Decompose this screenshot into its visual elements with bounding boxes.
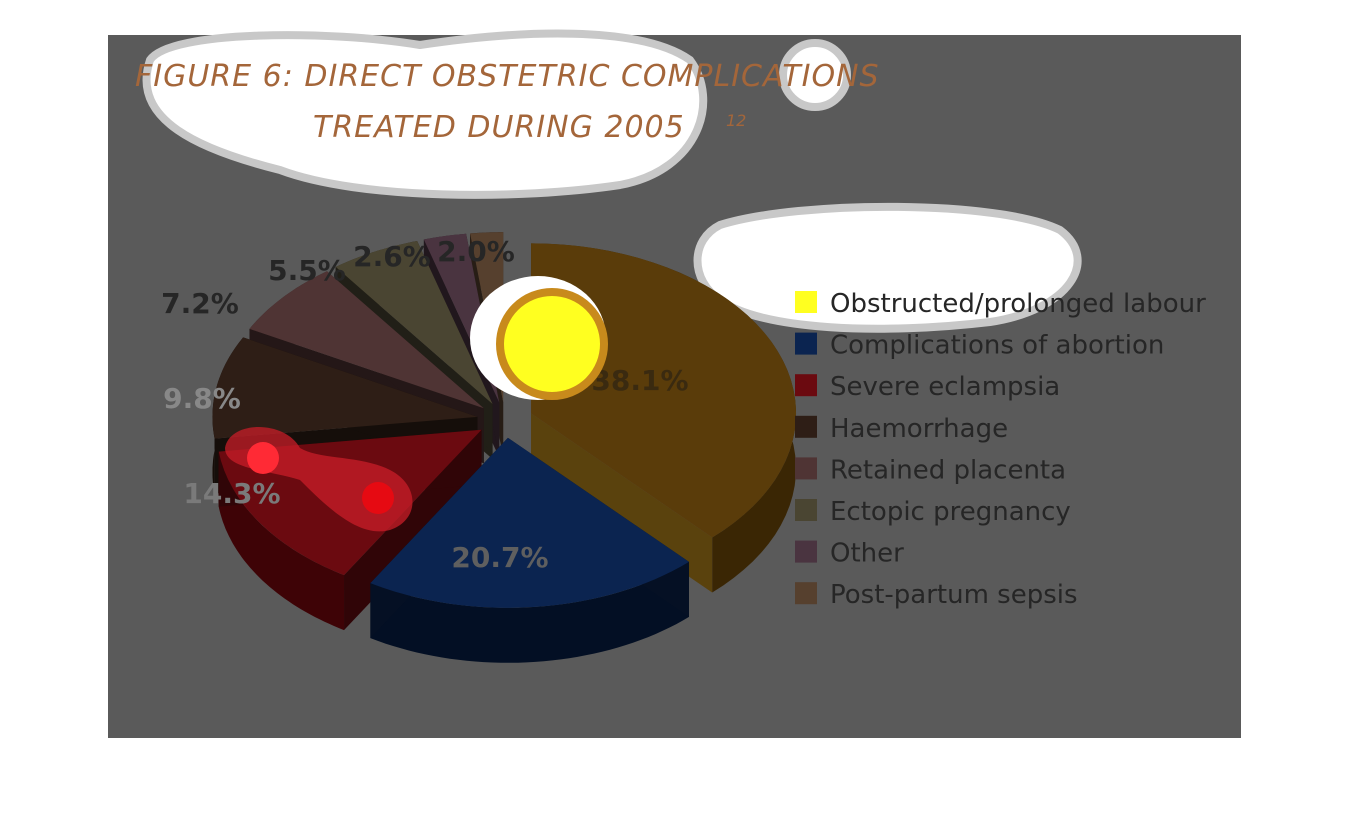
legend-swatch	[795, 332, 817, 355]
legend-swatch	[795, 291, 817, 313]
legend-swatch	[795, 540, 817, 563]
pie-slice-top	[212, 337, 478, 439]
legend-item: Post-partum sepsis	[795, 580, 1078, 610]
chart-title-line2: TREATED DURING 2005	[313, 110, 685, 145]
legend-item: Retained placenta	[795, 455, 1066, 485]
pie-slice-rim	[370, 561, 689, 663]
data-label: 7.2%	[161, 287, 239, 320]
legend-swatch	[795, 415, 817, 438]
legend-swatch	[795, 374, 817, 397]
pie-slice	[370, 437, 690, 663]
chart-title-superscript: 12	[726, 111, 746, 130]
highlight-marker	[247, 442, 279, 474]
legend-label: Other	[830, 539, 904, 569]
legend-label: Post-partum sepsis	[830, 580, 1078, 610]
legend-label: Retained placenta	[830, 455, 1066, 485]
title-highlight-blob	[142, 29, 708, 199]
chart-title-line1: FIGURE 6: DIRECT OBSTETRIC COMPLICATIONS	[135, 59, 880, 94]
legend-label: Haemorrhage	[830, 414, 1008, 444]
legend-swatch	[795, 582, 817, 605]
legend-swatch	[795, 499, 817, 521]
pie-slice-top	[335, 240, 493, 404]
data-label: 38.1%	[591, 364, 688, 397]
pie-slice-top	[249, 271, 484, 409]
legend-item: Severe eclampsia	[795, 372, 1060, 402]
legend-swatch	[795, 457, 817, 480]
title-highlight-dot	[779, 39, 851, 111]
legend-item: Ectopic pregnancy	[795, 497, 1071, 527]
data-label: 20.7%	[451, 541, 548, 574]
pie-slice-top	[370, 437, 690, 608]
pie-slice-rim	[218, 451, 344, 631]
legend-item: Obstructed/prolonged labour	[795, 289, 1206, 319]
data-label: 2.0%	[437, 235, 515, 268]
legend-item: Complications of abortion	[795, 331, 1164, 361]
highlight-marker	[362, 482, 394, 514]
legend-label: Complications of abortion	[830, 331, 1164, 361]
annotation-overlays	[225, 276, 608, 532]
legend-label: Ectopic pregnancy	[830, 497, 1071, 527]
data-label: 14.3%	[183, 477, 280, 510]
legend-label: Severe eclampsia	[830, 372, 1060, 402]
data-label: 5.5%	[268, 254, 346, 287]
highlight-marker	[496, 288, 608, 400]
data-label: 2.6%	[353, 240, 431, 273]
legend-item: Other	[795, 539, 904, 569]
legend-item: Haemorrhage	[795, 414, 1008, 444]
legend-label: Obstructed/prolonged labour	[830, 289, 1206, 319]
chart-legend: Obstructed/prolonged labour Complications…	[795, 289, 1206, 610]
data-label: 9.8%	[163, 382, 241, 415]
